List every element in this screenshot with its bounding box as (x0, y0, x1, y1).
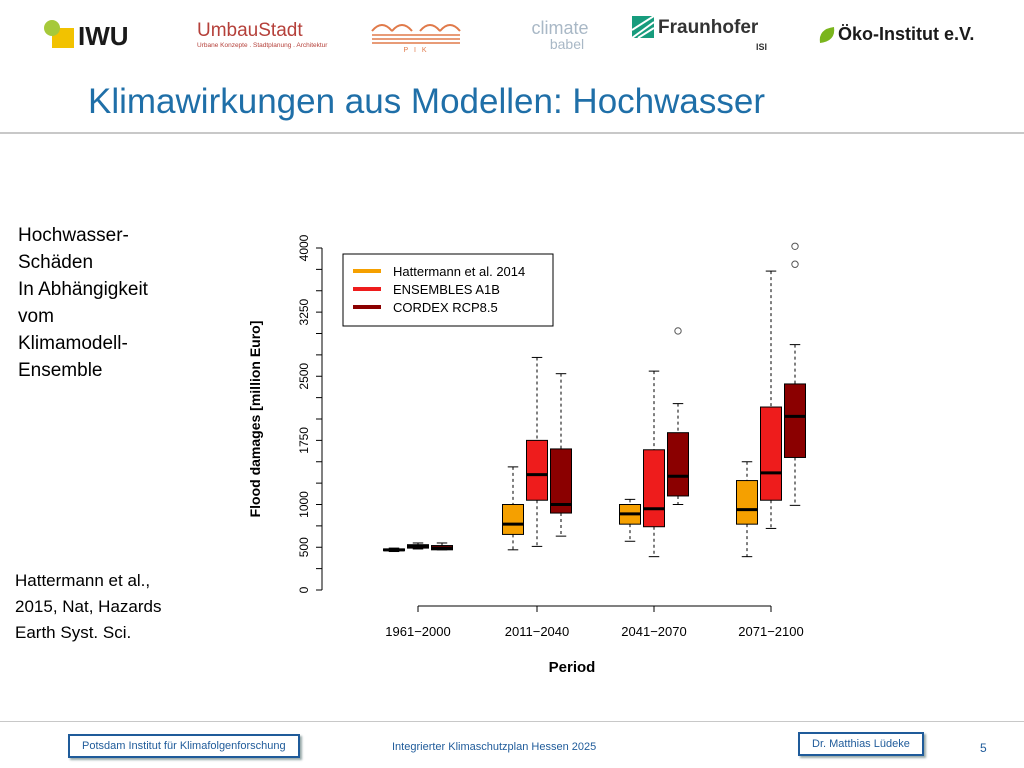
slide-title: Klimawirkungen aus Modellen: Hochwasser (88, 82, 765, 121)
x-axis-label: Period (549, 659, 596, 676)
logo-bar: IWU UmbauStadt Urbane Konzepte . Stadtpl… (0, 0, 1024, 70)
legend-entry: CORDEX RCP8.5 (393, 300, 498, 315)
footer-author: Dr. Matthias Lüdeke (798, 732, 924, 756)
legend-entry: Hattermann et al. 2014 (393, 264, 525, 279)
footer-divider (0, 721, 1024, 722)
box (760, 406, 782, 501)
y-tick-label: 1750 (297, 427, 311, 454)
outlier-point (791, 242, 799, 250)
box (643, 449, 665, 528)
leaf-icon (819, 27, 835, 43)
fraunhofer-isi-text: ISI (756, 42, 768, 52)
oeko-institut-logo-text: Öko-Institut e.V. (838, 24, 975, 44)
outlier-point (674, 327, 682, 335)
title-divider (0, 132, 1024, 134)
outlier-point (791, 260, 799, 268)
y-tick-label: 1000 (297, 491, 311, 518)
iwu-logo-text: IWU (78, 21, 129, 51)
y-tick-label: 0 (297, 586, 311, 593)
iwu-logo: IWU (44, 12, 134, 58)
umbaustadt-logo: UmbauStadt Urbane Konzepte . Stadtplanun… (197, 12, 337, 58)
climate-babel-logo: climate babel (524, 12, 596, 58)
umbaustadt-logo-subtitle: Urbane Konzepte . Stadtplanung . Archite… (197, 41, 328, 49)
pik-logo-text: P I K (403, 46, 429, 54)
fraunhofer-logo-mark (632, 16, 654, 38)
page-number: 5 (980, 741, 987, 755)
climate-logo-text: climate (531, 18, 589, 38)
box (736, 480, 758, 525)
iwu-logo-mark (44, 20, 74, 48)
babel-logo-text: babel (549, 36, 585, 52)
oeko-institut-logo: Öko-Institut e.V. (818, 12, 988, 58)
box (550, 448, 572, 514)
box (502, 504, 524, 535)
umbaustadt-logo-text: UmbauStadt (197, 19, 303, 41)
fraunhofer-logo-text: Fraunhofer (658, 17, 759, 38)
box (667, 432, 689, 497)
fraunhofer-logo: Fraunhofer ISI (632, 12, 782, 58)
y-tick-label: 2500 (297, 363, 311, 390)
footer-project: Integrierter Klimaschutzplan Hessen 2025 (392, 741, 597, 753)
box (526, 439, 548, 501)
y-axis-label: Flood damages [million Euro] (247, 321, 263, 518)
y-tick-label: 500 (297, 537, 311, 557)
citation: Hattermann et al., 2015, Nat, Hazards Ea… (15, 571, 162, 642)
x-tick-label: 2041−2070 (621, 624, 686, 639)
flood-damage-boxplot: 0 500 1000 1750 2500 3250 4000 Flood damages [m… (247, 234, 806, 676)
legend-entry: ENSEMBLES A1B (393, 282, 500, 297)
x-tick-label: 2011−2040 (505, 624, 569, 639)
box (784, 383, 806, 458)
footer-institute: Potsdam Institut für Klimafolgenforschun… (68, 734, 300, 758)
x-tick-label: 1961−2000 (385, 624, 450, 639)
iwu-green-dot (44, 20, 60, 36)
pik-logo: P I K (366, 12, 466, 58)
x-tick-label: 2071−2100 (738, 624, 803, 639)
slide-description: Hochwasser- Schäden In Abhängigkeit vom … (18, 225, 148, 381)
y-tick-label: 3250 (297, 298, 311, 325)
pik-logo-mark (371, 23, 461, 44)
y-tick-label: 4000 (297, 234, 311, 261)
